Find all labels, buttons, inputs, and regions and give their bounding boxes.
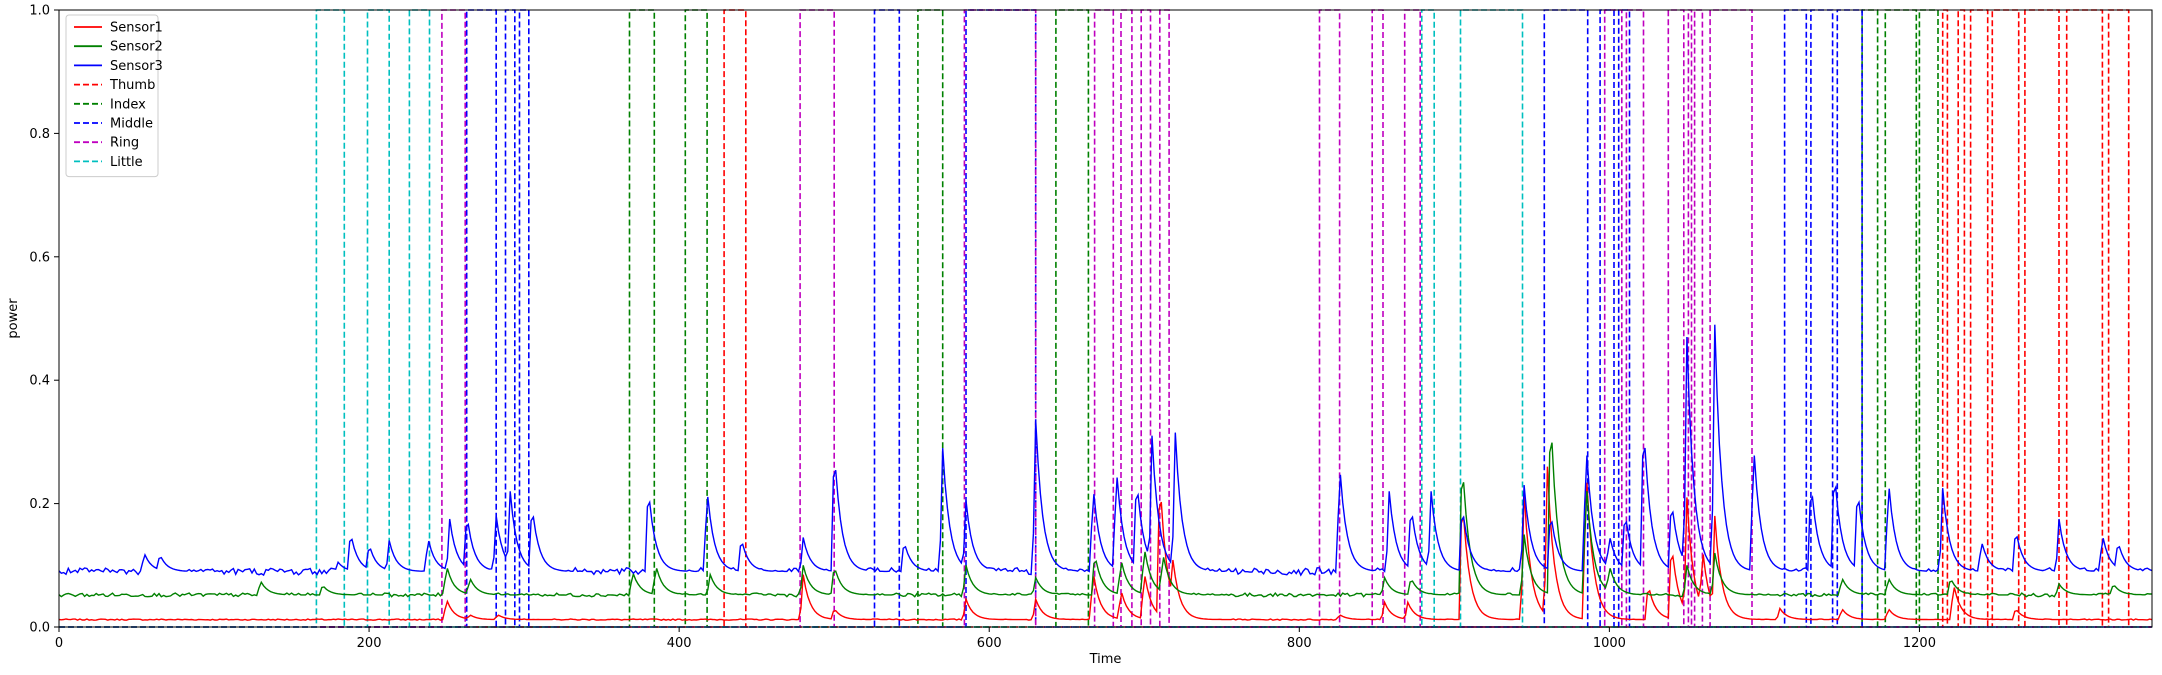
legend-label: Thumb bbox=[109, 78, 155, 93]
label-line-index bbox=[59, 9, 2152, 628]
legend-label: Sensor2 bbox=[110, 40, 163, 55]
y-tick-label: 0.8 bbox=[29, 127, 50, 142]
x-tick-label: 200 bbox=[357, 636, 382, 651]
y-axis-label: power bbox=[6, 298, 21, 339]
legend-box bbox=[65, 14, 159, 178]
x-tick-label: 1200 bbox=[1903, 636, 1936, 651]
label-line-middle bbox=[59, 9, 2152, 628]
legend-label: Ring bbox=[110, 136, 139, 151]
x-axis: 0 200 400 600 800 1000 1200 bbox=[55, 627, 1936, 651]
plot-frame bbox=[58, 9, 2153, 628]
y-tick-label: 0.4 bbox=[29, 374, 50, 389]
label-line-little bbox=[59, 9, 2152, 628]
x-tick-label: 800 bbox=[1287, 636, 1312, 651]
x-tick-label: 0 bbox=[55, 636, 63, 651]
x-tick-label: 1000 bbox=[1593, 636, 1626, 651]
y-axis: 0.0 0.2 0.4 0.6 0.8 1.0 bbox=[29, 4, 59, 636]
label-lines bbox=[59, 9, 2152, 628]
legend: Sensor1 Sensor2 Sensor3 Thumb Index Middle Rin… bbox=[65, 14, 163, 178]
legend-label: Index bbox=[110, 97, 146, 112]
series-line-sensor3 bbox=[58, 324, 2153, 577]
signal-lines bbox=[58, 324, 2153, 621]
legend-label: Sensor1 bbox=[110, 21, 163, 36]
legend-label: Middle bbox=[110, 117, 153, 132]
y-tick-label: 0.2 bbox=[29, 497, 50, 512]
x-tick-label: 600 bbox=[977, 636, 1002, 651]
label-line-thumb bbox=[59, 9, 2152, 628]
series-line-sensor1 bbox=[58, 466, 2153, 621]
y-tick-label: 0.6 bbox=[29, 250, 50, 265]
x-tick-label: 400 bbox=[667, 636, 692, 651]
y-tick-label: 0.0 bbox=[29, 621, 50, 636]
series-line-sensor2 bbox=[58, 442, 2152, 598]
legend-label: Little bbox=[110, 155, 143, 170]
label-line-ring bbox=[59, 9, 2152, 628]
legend-label: Sensor3 bbox=[110, 59, 163, 74]
y-tick-label: 1.0 bbox=[29, 4, 50, 19]
x-axis-label: Time bbox=[1089, 652, 1122, 667]
